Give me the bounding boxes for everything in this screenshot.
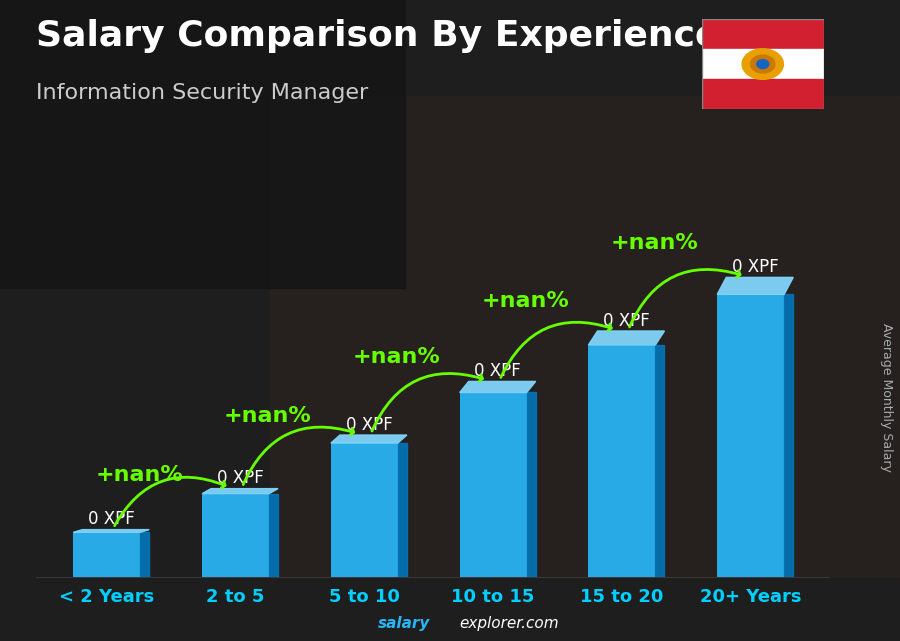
Bar bbox=[331, 443, 398, 577]
Bar bbox=[269, 494, 278, 577]
Text: +nan%: +nan% bbox=[610, 233, 698, 253]
Text: salary: salary bbox=[378, 617, 430, 631]
Bar bbox=[589, 345, 655, 577]
Bar bbox=[140, 532, 149, 577]
Bar bbox=[702, 19, 824, 49]
Bar bbox=[702, 79, 824, 109]
Polygon shape bbox=[331, 435, 407, 443]
Text: +nan%: +nan% bbox=[224, 406, 311, 426]
Polygon shape bbox=[202, 488, 278, 494]
Text: 0 XPF: 0 XPF bbox=[346, 415, 392, 433]
Bar bbox=[73, 532, 140, 577]
Bar bbox=[717, 294, 784, 577]
Polygon shape bbox=[589, 331, 664, 345]
Text: Salary Comparison By Experience: Salary Comparison By Experience bbox=[36, 19, 719, 53]
Text: Average Monthly Salary: Average Monthly Salary bbox=[880, 323, 893, 472]
Text: +nan%: +nan% bbox=[353, 347, 440, 367]
Bar bbox=[702, 49, 824, 79]
Circle shape bbox=[757, 60, 769, 69]
Bar bbox=[784, 294, 793, 577]
Bar bbox=[202, 494, 269, 577]
Text: explorer.com: explorer.com bbox=[459, 617, 559, 631]
Bar bbox=[460, 392, 526, 577]
Bar bbox=[655, 345, 664, 577]
Text: 0 XPF: 0 XPF bbox=[88, 510, 135, 528]
Text: 0 XPF: 0 XPF bbox=[474, 362, 521, 380]
Circle shape bbox=[742, 49, 783, 79]
Text: Information Security Manager: Information Security Manager bbox=[36, 83, 368, 103]
Text: 0 XPF: 0 XPF bbox=[217, 469, 264, 487]
Text: +nan%: +nan% bbox=[482, 292, 569, 312]
Bar bbox=[270, 96, 900, 577]
Polygon shape bbox=[73, 529, 149, 532]
Polygon shape bbox=[717, 278, 793, 294]
Polygon shape bbox=[460, 381, 536, 392]
Bar bbox=[398, 443, 407, 577]
Text: 0 XPF: 0 XPF bbox=[603, 312, 650, 329]
Bar bbox=[526, 392, 536, 577]
Circle shape bbox=[751, 55, 775, 73]
Text: +nan%: +nan% bbox=[95, 465, 183, 485]
Bar bbox=[0, 0, 405, 288]
Text: 0 XPF: 0 XPF bbox=[732, 258, 778, 276]
